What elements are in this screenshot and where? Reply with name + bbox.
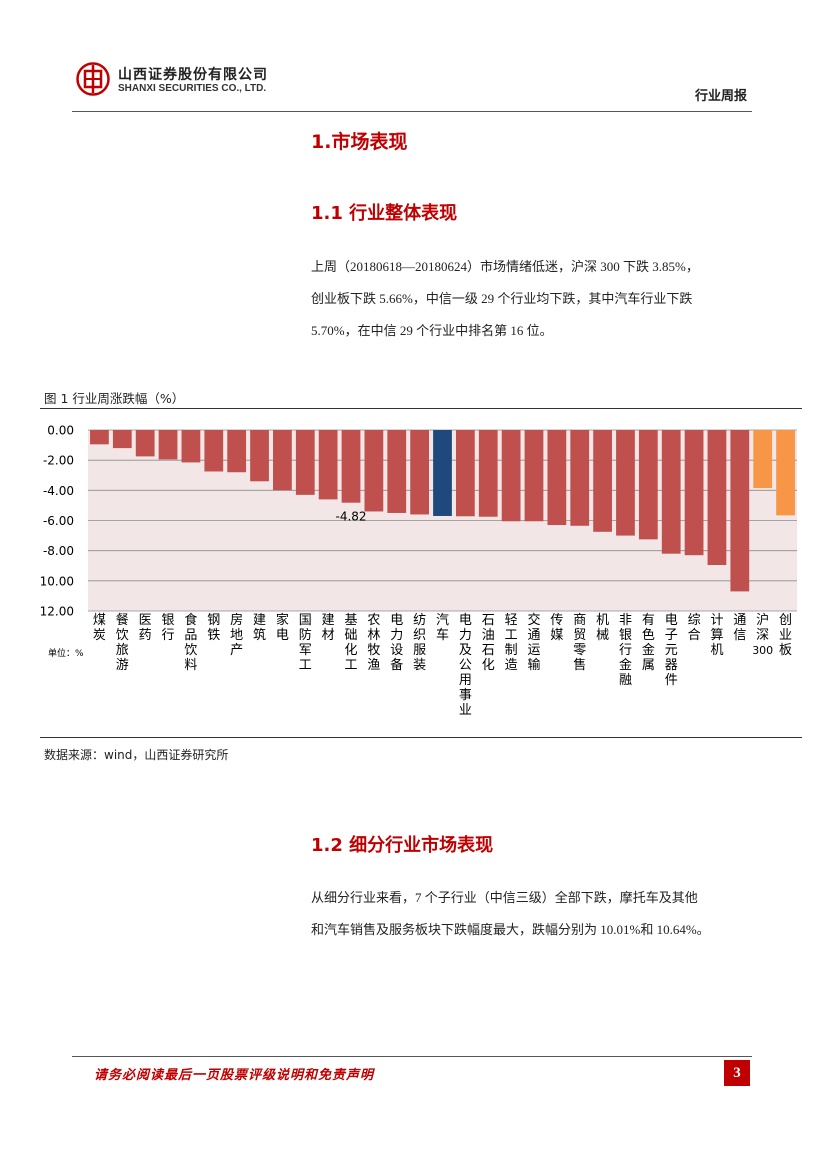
bar <box>318 430 338 500</box>
x-tick-label: 非银行金融 <box>619 613 632 688</box>
figure-source: 数据来源：wind，山西证券研究所 <box>44 748 229 762</box>
unit-label: 单位：% <box>48 647 84 659</box>
x-tick-label: 建筑 <box>253 613 266 643</box>
x-tick-label: 餐饮旅游 <box>116 612 129 673</box>
y-tick-label: -4.00 <box>43 484 74 498</box>
bar <box>753 430 773 489</box>
figure-top-rule <box>40 408 802 409</box>
x-tick-label: 钢铁 <box>207 613 220 643</box>
bar <box>341 430 361 503</box>
x-tick-label: 电子元器件 <box>665 613 678 688</box>
bar <box>547 430 567 526</box>
x-tick-label: 电力及公用事业 <box>459 613 472 718</box>
report-type-label: 行业周报 <box>694 89 747 104</box>
figure-bottom-rule <box>40 737 802 738</box>
page-number-badge: 3 <box>724 1060 750 1086</box>
bar <box>112 430 132 449</box>
footer-divider <box>72 1056 752 1057</box>
x-tick-label: 食品饮料 <box>184 612 197 673</box>
section-title-industry-overall: 1.1 行业整体表现 <box>311 203 458 224</box>
paragraph-sub-industry: 从细分行业来看，7 个子行业（中信三级）全部下跌，摩托车及其他 和汽车销售及服务… <box>311 882 754 946</box>
y-tick-label: -8.00 <box>43 544 74 558</box>
bar <box>570 430 590 526</box>
y-tick-label: -12.00 <box>40 605 74 619</box>
y-tick-label: -2.00 <box>43 454 74 468</box>
x-tick-label: 传媒 <box>550 613 563 643</box>
footer-disclaimer: 请务必阅读最后一页股票评级说明和免责声明 <box>94 1068 375 1083</box>
x-tick-label: 医药 <box>139 613 152 643</box>
x-tick-label: 石油石化 <box>482 613 495 673</box>
figure-title: 图 1 行业周涨跌幅（%） <box>44 391 185 406</box>
bar <box>501 430 521 522</box>
data-label: -4.82 <box>335 510 366 524</box>
x-tick-label: 通信 <box>733 613 746 643</box>
bar <box>455 430 475 517</box>
x-tick-label: 煤炭 <box>93 613 106 643</box>
x-tick-label: 农林牧渔 <box>367 613 380 673</box>
x-tick-label: 国防军工 <box>299 613 312 673</box>
paragraph-line: 从细分行业来看，7 个子行业（中信三级）全部下跌，摩托车及其他 <box>311 890 698 905</box>
x-tick-label: 沪深 300 <box>752 612 773 657</box>
bar <box>364 430 384 512</box>
x-tick-label: 轻工制造 <box>505 613 518 673</box>
x-tick-label: 房地产 <box>230 612 243 658</box>
paragraph-line: 上周（20180618—20180624）市场情绪低迷，沪深 300 下跌 3.… <box>311 259 699 274</box>
paragraph-line: 5.70%，在中信 29 个行业中排名第 16 位。 <box>311 323 553 338</box>
x-tick-label: 电力设备 <box>390 613 403 673</box>
bar <box>181 430 201 463</box>
x-tick-label: 基础化工 <box>345 613 358 673</box>
x-tick-label: 综合 <box>688 613 701 643</box>
paragraph-line: 创业板下跌 5.66%，中信一级 29 个行业均下跌，其中汽车行业下跌 <box>311 291 693 306</box>
bar <box>227 430 247 473</box>
x-tick-label: 计算机 <box>710 613 723 658</box>
bar <box>158 430 178 460</box>
bar <box>295 430 315 495</box>
bar <box>387 430 407 513</box>
x-tick-label: 汽车 <box>436 613 449 643</box>
company-name-cn: 山西证券股份有限公司 <box>118 67 268 83</box>
company-name-en: SHANXI SECURITIES CO., LTD. <box>118 83 267 94</box>
bar <box>478 430 498 517</box>
bar <box>90 430 109 445</box>
x-tick-label: 纺织服装 <box>413 613 426 673</box>
bar <box>638 430 658 540</box>
bar <box>433 430 452 516</box>
company-logo-icon <box>76 62 110 96</box>
section-title-sub-industry: 1.2 细分行业市场表现 <box>311 835 494 856</box>
x-tick-label: 有色金属 <box>642 613 655 673</box>
industry-weekly-change-chart: 0.00 -2.00 -4.00 -6.00 -8.00 -10.00 -12.00 煤炭餐饮… <box>40 424 797 718</box>
y-tick-label: 0.00 <box>47 424 74 438</box>
bar <box>410 430 430 515</box>
x-tick-label: 交通运输 <box>527 612 540 673</box>
bar <box>273 430 292 491</box>
section-title-market: 1.市场表现 <box>311 131 408 153</box>
x-tick-label: 银行 <box>162 613 175 643</box>
bar <box>250 430 269 482</box>
header-divider <box>72 111 752 112</box>
y-tick-label: -10.00 <box>40 574 74 588</box>
paragraph-industry-overall: 上周（20180618—20180624）市场情绪低迷，沪深 300 下跌 3.… <box>311 251 754 347</box>
paragraph-line: 和汽车销售及服务板块下跌幅度最大，跌幅分别为 10.01%和 10.64%。 <box>311 922 710 937</box>
bar <box>135 430 155 457</box>
bar <box>593 430 612 532</box>
bar <box>661 430 681 554</box>
x-tick-label: 机械 <box>596 613 609 643</box>
x-tick-label: 家电 <box>276 612 289 643</box>
bar <box>776 430 795 516</box>
y-tick-label: -6.00 <box>43 514 74 528</box>
x-tick-label: 创业板 <box>779 613 792 658</box>
x-tick-label: 建材 <box>322 613 335 643</box>
bar <box>204 430 224 472</box>
bar <box>707 430 727 565</box>
bar <box>730 430 750 592</box>
bar <box>616 430 635 536</box>
bar <box>524 430 544 522</box>
x-tick-label: 商贸零售 <box>573 613 586 673</box>
bar <box>684 430 704 556</box>
